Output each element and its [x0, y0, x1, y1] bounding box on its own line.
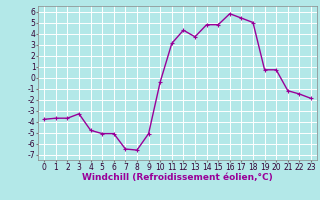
X-axis label: Windchill (Refroidissement éolien,°C): Windchill (Refroidissement éolien,°C) — [82, 173, 273, 182]
